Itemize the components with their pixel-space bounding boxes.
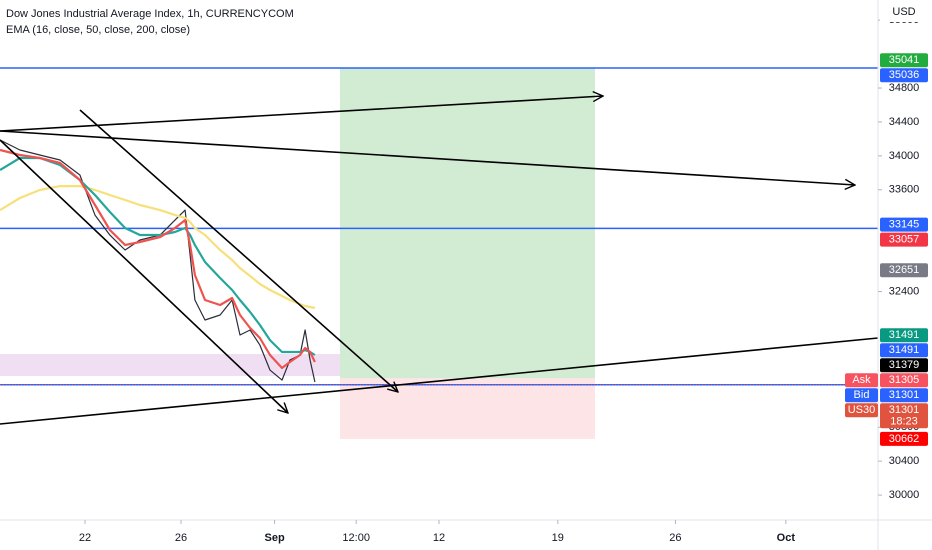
indicator-label: EMA (16, close, 50, close, 200, close) [6,24,190,36]
tag-name-box [845,373,878,388]
y-tick-label: 34400 [889,116,920,128]
tag-name: Ask [852,374,871,386]
y-axis-label: USD [892,6,915,18]
tag-name-box [845,403,878,418]
price-tag-label: 33057 [889,234,920,246]
profit-zone [340,67,595,379]
y-tick-label: 30000 [889,489,920,501]
price-tag [880,263,928,278]
plot [0,139,316,383]
zone [0,354,340,376]
price-tag-label: 31491 [889,344,920,356]
price-tag-label: 30662 [889,433,920,445]
y-tick-label: 34000 [889,150,920,162]
price-tag [880,373,928,388]
x-tick-label: 26 [175,532,187,544]
x-tick-label: Oct [777,532,796,544]
price-tag-label: 32651 [889,264,920,276]
price-tag-label: 31301 [889,389,920,401]
price-tag [880,53,928,68]
price-tags: 35041 35036 33145 33057 32651 31491 31491 31379… [845,53,928,446]
ema-line [0,156,316,356]
y-tick-label: 33600 [889,184,920,196]
x-tick-label: Sep [264,532,284,544]
price-tag-label: 31491 [889,329,920,341]
trend-line [0,130,855,185]
price-tag [880,343,928,358]
price-tag [880,403,928,429]
drawings [0,96,879,425]
price-tag-label: 35036 [889,69,920,81]
price-tag-label: 31305 [889,374,920,386]
tag-name: US30 [848,404,876,416]
ema-line [0,148,316,370]
price-tag [880,217,928,232]
countdown: 18:23 [890,416,918,428]
price-tag [880,328,928,343]
price-tag [880,358,928,373]
x-tick-label: 19 [552,532,564,544]
price-line [0,139,316,383]
chart-title: Dow Jones Industrial Average Index, 1h, … [6,8,294,20]
y-tick-label: 34800 [889,82,920,94]
tag-name-box [845,388,878,403]
trend-line [0,139,288,413]
y-tick-label: 32400 [889,285,920,297]
position [340,67,595,439]
tag-name: Bid [854,389,870,401]
price-tag [880,232,928,247]
x-tick-label: 12 [433,532,445,544]
x-tick-label: 22 [79,532,91,544]
x-tick-label: 26 [669,532,681,544]
price-tag [880,68,928,83]
trend-line [0,337,879,425]
price-tag [880,388,928,403]
background [0,354,340,376]
price-tag-label: 31301 [889,404,920,416]
axis-label-bg [880,2,930,22]
price-tag-label: 31379 [889,359,920,371]
price-tag-label: 33145 [889,219,920,231]
y-tick-label: 30400 [889,455,920,467]
trend-line [79,109,398,392]
trend-line [0,96,603,132]
loss-zone [340,378,595,439]
price-tag [880,431,928,446]
price-lines [0,67,878,386]
price-tag-label: 35041 [889,54,920,66]
x-tick-label: 12:00 [342,532,370,544]
